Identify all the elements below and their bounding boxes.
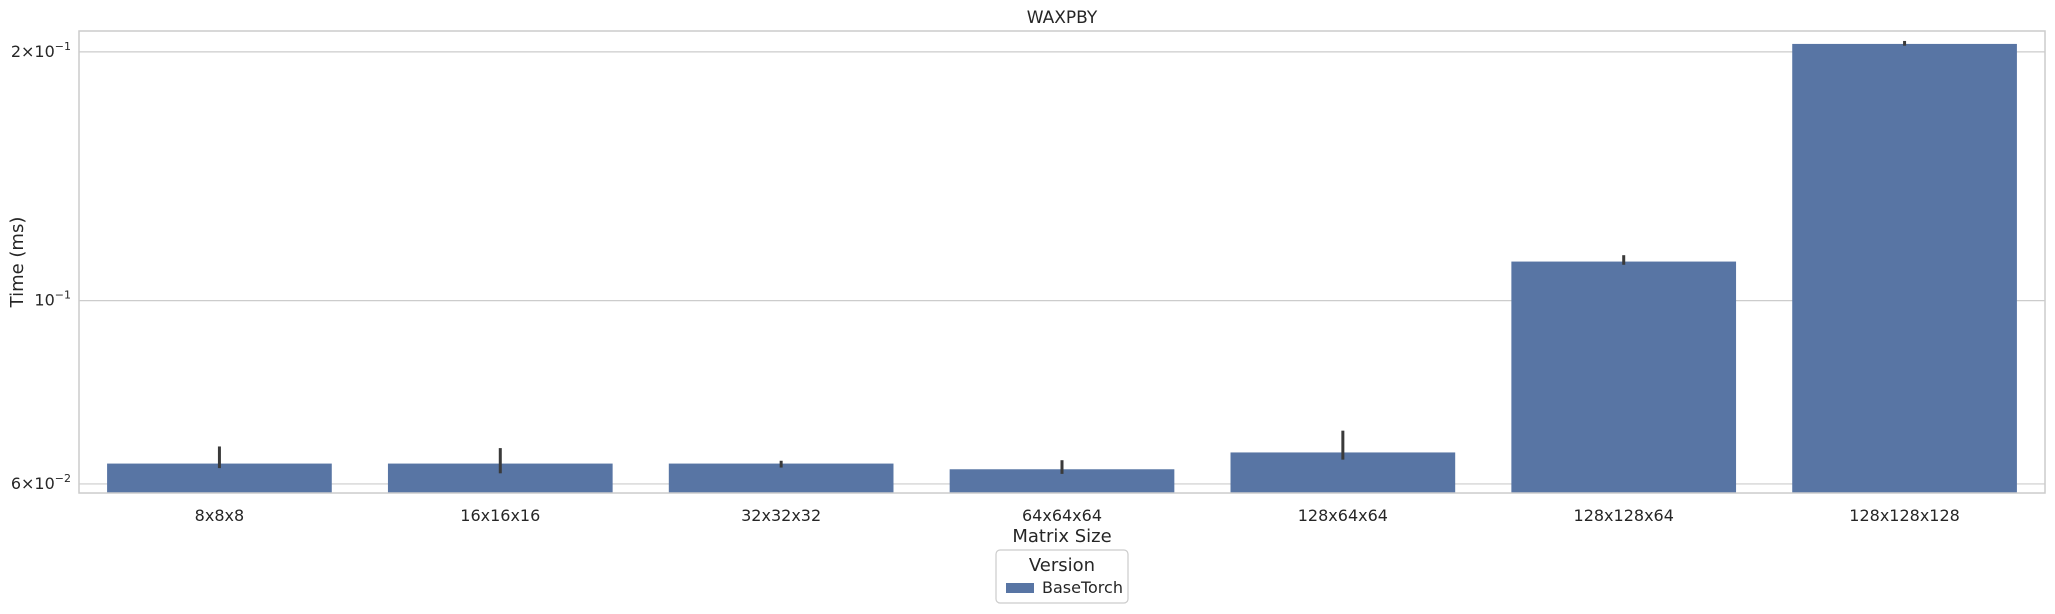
plot-frame: [78, 30, 2046, 494]
legend-title: Version: [1029, 555, 1095, 576]
chart-title: WAXPBY: [1027, 8, 1098, 28]
bar: [107, 463, 332, 493]
x-tick-label: 128x128x128: [1849, 506, 1960, 525]
y-tick-label: 10−1: [34, 289, 71, 310]
y-ticks: 6×10−2 10−1 2×10−1: [11, 40, 71, 493]
x-tick-label: 128x128x64: [1574, 506, 1674, 525]
legend: Version BaseTorch: [995, 549, 1129, 604]
bar: [1511, 261, 1737, 493]
legend-label: BaseTorch: [1042, 578, 1123, 597]
bar: [1792, 43, 2017, 494]
x-tick-label: 16x16x16: [460, 506, 540, 525]
bar: [949, 469, 1175, 493]
x-tick-label: 64x64x64: [1022, 506, 1102, 525]
x-ticks: 8x8x8 16x16x16 32x32x32 64x64x64 128x64x64 12…: [195, 506, 1960, 525]
x-tick-label: 128x64x64: [1298, 506, 1388, 525]
y-axis-label: Time (ms): [7, 217, 28, 309]
y-tick-label: 2×10−1: [11, 40, 71, 61]
x-tick-label: 32x32x32: [741, 506, 821, 525]
y-tick-label: 6×10−2: [11, 472, 71, 493]
legend-swatch: [1006, 583, 1034, 593]
error-bars: [217, 40, 1907, 474]
x-axis-label: Matrix Size: [1012, 526, 1111, 547]
bars: [107, 43, 2017, 494]
bar: [668, 463, 894, 493]
x-tick-label: 8x8x8: [195, 506, 244, 525]
